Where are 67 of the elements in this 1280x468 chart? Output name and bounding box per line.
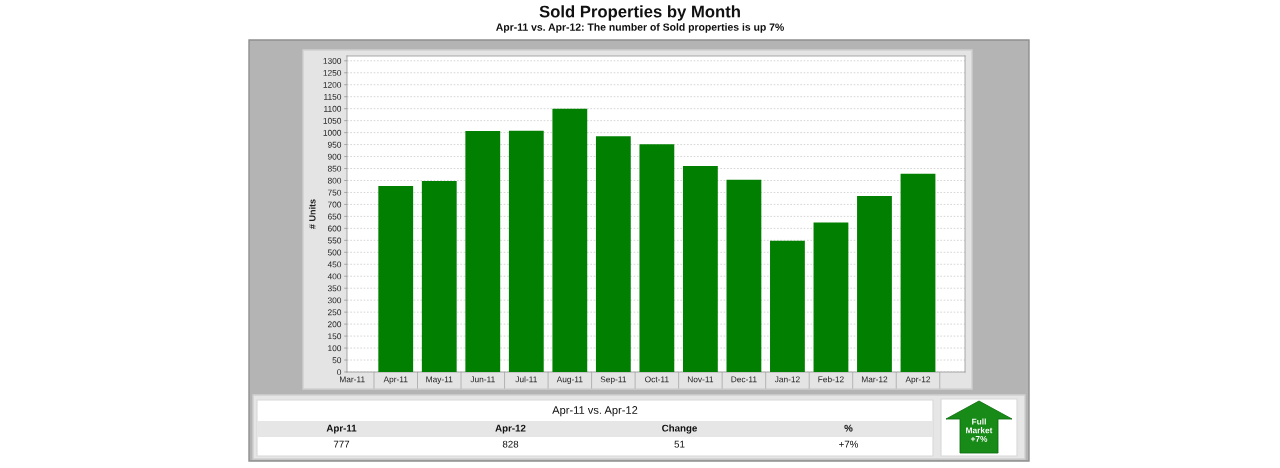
bar <box>682 166 718 372</box>
x-tick-label: Jan-12 <box>774 376 800 383</box>
y-tick-label: 250 <box>327 309 342 316</box>
text: Apr-11 vs. Apr-12 <box>552 406 638 417</box>
x-tick-label: Sep-11 <box>600 376 627 384</box>
x-tick-label: Oct-11 <box>645 376 669 383</box>
text: 777 <box>333 440 350 448</box>
bar <box>421 180 457 372</box>
x-tick-label: Mar-11 <box>340 376 365 383</box>
y-tick-label: 500 <box>327 249 342 256</box>
x-tick-label: Nov-11 <box>687 376 714 383</box>
bar <box>639 144 675 372</box>
chart-title: Sold Properties by Month <box>539 5 740 21</box>
y-tick-label: 350 <box>327 285 342 292</box>
bar <box>508 130 544 372</box>
bar <box>378 185 414 372</box>
text: % <box>844 424 853 432</box>
text: 828 <box>502 440 519 448</box>
bar <box>770 240 805 372</box>
y-tick-label: 700 <box>327 201 342 208</box>
y-tick-label: 1150 <box>324 93 342 100</box>
x-tick-label: May-11 <box>426 376 453 384</box>
bar <box>900 173 936 372</box>
x-tick-label: Apr-12 <box>905 376 931 384</box>
y-axis-title: # Units <box>308 199 316 229</box>
bar <box>857 196 892 372</box>
text: Full Market +7% <box>966 418 993 442</box>
text: Apr-11 <box>326 424 357 434</box>
y-tick-label: 1000 <box>323 129 342 136</box>
text: Apr-12 <box>495 424 526 434</box>
y-tick-label: 900 <box>327 153 342 160</box>
y-tick-label: 950 <box>327 141 342 148</box>
bar <box>726 179 762 372</box>
text: +7% <box>839 440 859 448</box>
y-tick-label: 200 <box>327 321 342 328</box>
y-tick-label: 1200 <box>323 81 342 88</box>
text: 51 <box>674 440 685 448</box>
bar <box>552 108 588 372</box>
x-tick-label: Mar-12 <box>861 376 888 383</box>
x-tick-label: Dec-11 <box>731 376 757 383</box>
y-tick-label: 400 <box>327 273 342 280</box>
y-tick-label: 750 <box>327 189 342 196</box>
y-tick-label: 1050 <box>323 117 342 124</box>
y-tick-label: 100 <box>328 345 342 352</box>
bar <box>595 136 631 372</box>
y-tick-label: 150 <box>328 333 342 340</box>
y-tick-label: 650 <box>327 213 342 220</box>
y-tick-label: 0 <box>337 369 342 376</box>
y-tick-label: 1300 <box>323 57 342 64</box>
bar <box>465 130 501 372</box>
x-tick-label: Jun-11 <box>470 376 495 383</box>
y-tick-label: 600 <box>327 225 342 232</box>
y-tick-label: 50 <box>332 357 342 364</box>
y-tick-label: 800 <box>327 177 342 184</box>
y-tick-label: 1100 <box>324 105 342 112</box>
y-tick-label: 1250 <box>323 69 342 76</box>
y-tick-label: 300 <box>327 297 342 304</box>
x-tick-label: Feb-12 <box>818 376 844 383</box>
x-tick-label: Aug-11 <box>556 376 583 384</box>
x-tick-label: Jul-11 <box>515 376 537 383</box>
y-tick-label: 850 <box>327 165 342 172</box>
chart-subtitle: Apr-11 vs. Apr-12: The number of Sold properties is up 7% <box>496 23 784 33</box>
bar <box>813 222 849 372</box>
x-tick-label: Apr-11 <box>383 376 408 384</box>
y-tick-label: 550 <box>327 237 342 244</box>
text: Change <box>662 424 697 434</box>
y-tick-label: 450 <box>327 261 342 268</box>
